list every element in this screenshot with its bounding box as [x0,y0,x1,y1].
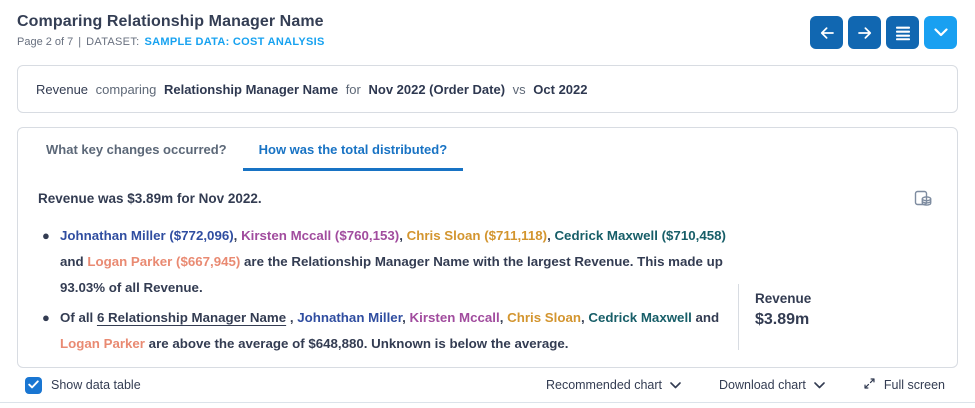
list-item: ●︎ Of all 6 Relationship Manager Name , … [38,305,728,357]
expand-icon [863,377,876,393]
text-segment: Kirsten Mccall ($760,153) [241,228,400,243]
text-segment: Johnathan Miller [297,310,403,325]
bullet-marker: ●︎ [42,310,50,325]
menu-button[interactable] [886,16,919,49]
recommended-chart-label: Recommended chart [545,378,662,392]
metric-panel: Revenue $3.89m [738,284,811,350]
recommended-chart-button[interactable]: Recommended chart [546,378,681,392]
chart-footer: Show data table Recommended chart Downlo… [0,368,975,403]
dataset-label: DATASET: [86,36,140,48]
text-segment: vs [512,81,530,97]
text-segment: Relationship Manager Name [163,81,342,97]
text-segment: are above the average of $648,880. Unkno… [144,336,569,351]
insight-body: Revenue was $3.89m for Nov 2022. ●︎ [18,171,957,357]
query-text: Revenue comparing Relationship Manager N… [36,82,591,97]
tab-total-distributed[interactable]: How was the total distributed? [242,130,464,171]
tab-key-changes[interactable]: What key changes occurred? [46,141,227,157]
checkmark-icon [28,376,39,394]
query-summary-bar: Revenue comparing Relationship Manager N… [17,65,958,113]
page-header: Comparing Relationship Manager Name Page… [0,0,975,65]
text-segment: Chris Sloan ($711,118) [406,228,548,243]
text-segment: Of all [60,310,97,325]
next-page-button[interactable] [848,16,881,49]
page-indicator: Page 2 of 7 [17,36,74,48]
text-segment: Chris Sloan [507,310,581,325]
text-segment: Revenue [36,81,89,97]
copy-insight-button[interactable] [912,187,935,213]
show-data-table-toggle[interactable]: Show data table [25,376,546,394]
metric-value: $3.89m [755,311,810,328]
arrow-left-icon [818,24,836,42]
chevron-down-icon [670,378,681,392]
text-segment: Johnathan Miller ($772,096) [60,228,234,243]
page-title: Comparing Relationship Manager Name [17,13,324,30]
text-segment: , [286,310,298,325]
text-segment: , [399,228,407,243]
chevron-down-icon [814,378,825,392]
copy-report-icon [914,190,933,211]
text-segment: are the Relationship Manager Name with t… [60,254,723,295]
text-segment: comparing [92,81,160,97]
breadcrumb: Page 2 of 7 | DATASET: SAMPLE DATA: COST… [17,36,958,48]
menu-icon [894,24,912,42]
metric-label: Revenue [755,291,812,306]
text-segment: , [402,310,410,325]
dataset-link[interactable]: SAMPLE DATA: COST ANALYSIS [144,36,325,48]
insight-tabs: What key changes occurred? How was the t… [18,128,957,171]
text-segment: , [580,310,589,325]
bullet-text: Johnathan Miller ($772,096), Kirsten Mcc… [60,223,728,301]
show-data-table-label: Show data table [51,378,141,392]
text-segment: , [547,228,555,243]
text-segment: , [233,228,242,243]
list-item: ●︎ Johnathan Miller ($772,096), Kirsten … [38,223,728,301]
insight-bullet-list: ●︎ Johnathan Miller ($772,096), Kirsten … [38,223,728,357]
insight-summary: Revenue was $3.89m for Nov 2022. [38,191,262,206]
text-segment: Cedrick Maxwell ($710,458) [554,228,726,243]
previous-page-button[interactable] [810,16,843,49]
collapse-toggle-button[interactable] [924,16,957,49]
text-segment: and [60,254,88,269]
text-segment: Logan Parker [60,336,145,351]
relationship-manager-count-link[interactable]: 6 Relationship Manager Name [96,310,287,325]
footer-actions: Recommended chart Download chart [546,377,945,393]
text-segment: and [691,310,720,325]
arrow-right-icon [856,24,874,42]
text-segment: , [499,310,508,325]
text-segment: Cedrick Maxwell [588,310,692,325]
chevron-down-icon [933,28,948,37]
text-segment: for [345,81,365,97]
show-data-table-checkbox[interactable] [25,376,42,394]
text-segment: Nov 2022 (Order Date) [368,81,509,97]
full-screen-button[interactable]: Full screen [863,377,945,393]
separator: | [78,36,82,48]
text-segment: Logan Parker ($667,945) [87,254,241,269]
text-segment: Oct 2022 [533,81,588,97]
download-chart-button[interactable]: Download chart [719,378,825,392]
header-toolbar [810,16,957,49]
text-segment: Kirsten Mccall [409,310,500,325]
full-screen-label: Full screen [883,378,945,392]
bullet-marker: ●︎ [42,228,50,243]
bullet-text: Of all 6 Relationship Manager Name , Joh… [60,305,728,357]
download-chart-label: Download chart [719,378,806,392]
insight-card: What key changes occurred? How was the t… [17,127,958,368]
